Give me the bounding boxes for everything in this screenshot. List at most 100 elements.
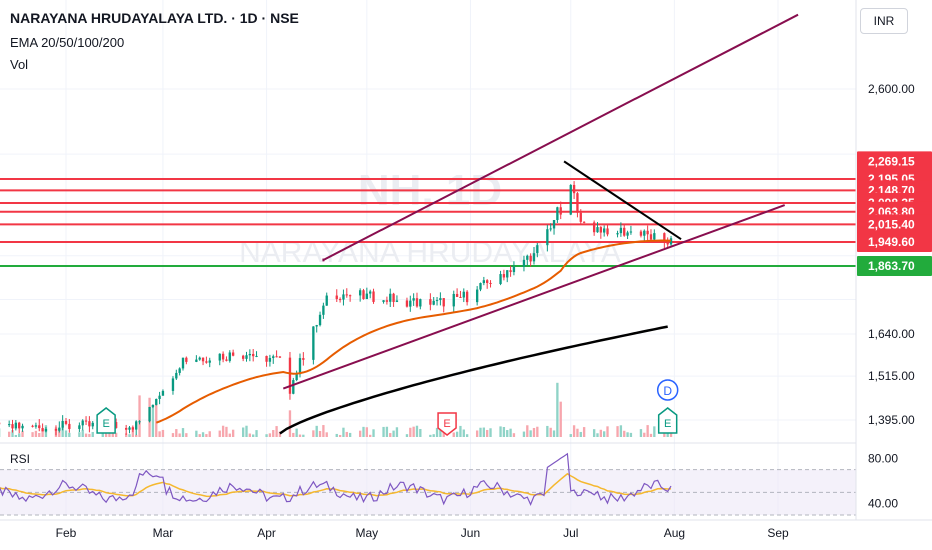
candle-body xyxy=(382,300,385,302)
volume-bar xyxy=(338,434,342,437)
volume-bar xyxy=(626,432,629,437)
volume-bar xyxy=(452,432,455,437)
dividend-marker-label: D xyxy=(663,384,672,398)
rsi-indicator-legend[interactable]: RSI xyxy=(10,452,31,466)
volume-bar xyxy=(31,432,34,437)
descending-trendline xyxy=(563,160,682,241)
candle-body xyxy=(138,421,141,423)
volume-bar xyxy=(221,425,225,437)
candle-body xyxy=(248,353,252,356)
candle-body xyxy=(452,293,455,307)
candle-body xyxy=(536,245,539,254)
volume-bar xyxy=(231,429,235,437)
volume-bar xyxy=(158,431,161,437)
candle-body xyxy=(616,233,619,235)
ema-indicator-legend[interactable]: EMA 20/50/100/200 xyxy=(10,35,125,50)
candle-body xyxy=(626,232,629,236)
volume-bar xyxy=(499,426,502,437)
volume-bar xyxy=(315,425,318,437)
currency-button[interactable]: INR xyxy=(860,8,908,34)
volume-bar xyxy=(155,402,158,437)
time-tick-label: Sep xyxy=(767,526,789,540)
candle-body xyxy=(298,358,302,375)
candle-body xyxy=(128,427,131,430)
volume-bar xyxy=(532,427,536,437)
volume-bar xyxy=(482,427,486,437)
volume-bar xyxy=(616,426,619,437)
candle-body xyxy=(582,221,586,223)
candle-body xyxy=(228,352,231,361)
earnings-marker xyxy=(657,407,678,434)
candles xyxy=(0,181,673,436)
candle-body xyxy=(288,357,292,394)
volume-bar xyxy=(41,429,44,437)
rsi-tick-label: 40.00 xyxy=(868,497,898,511)
price-tick-label: 1,395.00 xyxy=(868,413,915,427)
ema-50-line xyxy=(155,239,671,424)
candle-body xyxy=(208,360,211,363)
volume-bar xyxy=(34,430,38,437)
candle-body xyxy=(623,227,626,236)
volume-bar xyxy=(606,426,609,437)
candle-body xyxy=(389,293,392,302)
volume-bar xyxy=(325,432,328,437)
volume-bar xyxy=(502,426,506,437)
volume-bar xyxy=(372,429,375,437)
volume-indicator-legend[interactable]: Vol xyxy=(10,57,29,72)
volume-bar xyxy=(365,427,369,437)
candle-body xyxy=(275,356,278,358)
candle-body xyxy=(439,298,442,301)
volume-bar xyxy=(646,425,649,437)
candle-body xyxy=(526,255,529,260)
rsi-line xyxy=(0,452,672,507)
volume-bar xyxy=(536,426,539,437)
volume-bar xyxy=(178,433,181,437)
volume-bar xyxy=(572,425,576,437)
candle-body xyxy=(572,184,576,194)
volume-bar xyxy=(228,433,231,437)
volume-bar xyxy=(61,425,64,437)
candle-body xyxy=(178,368,181,373)
candle-body xyxy=(475,289,479,303)
candle-body xyxy=(135,421,138,430)
volume-bar xyxy=(392,430,395,437)
candle-body xyxy=(462,291,465,298)
candle-body xyxy=(181,357,185,369)
volume-bar xyxy=(124,433,128,437)
time-tick-label: Aug xyxy=(664,526,685,540)
candle-body xyxy=(629,231,633,233)
candle-body xyxy=(272,356,275,358)
candle-body xyxy=(569,184,572,215)
candle-body xyxy=(482,280,486,284)
candle-body xyxy=(502,274,506,278)
candle-body xyxy=(596,227,599,233)
volume-bar xyxy=(643,432,646,437)
candle-body xyxy=(158,395,161,400)
volume-bar xyxy=(549,427,552,437)
volume-bar xyxy=(486,429,489,437)
candle-body xyxy=(499,274,502,284)
volume-bar xyxy=(104,430,108,437)
candle-body xyxy=(385,300,389,302)
candle-body xyxy=(419,299,422,307)
time-tick-label: Apr xyxy=(257,526,276,540)
candle-body xyxy=(31,425,34,427)
earnings-marker-label: E xyxy=(664,418,671,430)
rsi-pane xyxy=(0,452,856,516)
volume-bar xyxy=(439,429,442,437)
candle-body xyxy=(409,300,412,307)
candle-body xyxy=(265,355,268,362)
candle-body xyxy=(318,314,322,326)
candle-body xyxy=(312,326,315,360)
candle-body xyxy=(148,406,151,422)
volume-bar xyxy=(205,434,208,437)
candle-body xyxy=(44,428,48,432)
candle-body xyxy=(362,290,365,300)
candle-body xyxy=(663,233,666,243)
candle-body xyxy=(552,219,556,229)
upper-channel-line xyxy=(322,13,799,261)
volume-bar xyxy=(559,401,562,437)
volume-bar xyxy=(318,430,322,437)
candle-body xyxy=(295,374,298,381)
